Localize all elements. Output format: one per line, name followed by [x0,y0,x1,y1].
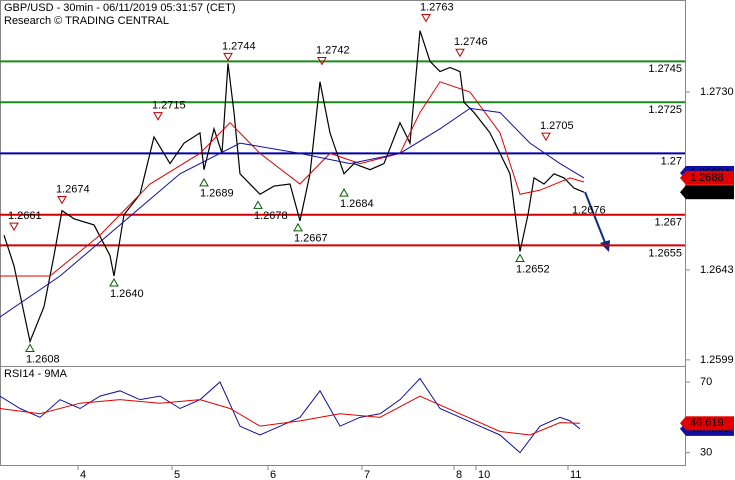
rsi-tick-label: 70 [700,376,712,388]
high-label: 1.2746 [454,36,488,48]
high-marker [153,112,163,121]
high-marker [421,14,431,23]
x-tick-label: 6 [270,469,276,480]
rsi-tick-label: 30 [700,447,712,459]
price-tag-arrow [680,185,686,200]
low-marker [253,200,263,209]
high-label: 1.2661 [8,210,42,222]
low-label: 1.2652 [516,263,550,275]
rsi-label: RSI14 - 9MA [4,368,68,380]
low-marker [25,343,35,352]
price-tag-arrow [680,416,686,431]
price-tag [686,185,734,200]
x-tick-label: 11 [570,469,581,480]
price-tag-label: 1.2681 [690,186,724,198]
low-label: 1.2640 [110,288,144,300]
low-label: 1.2608 [26,353,60,365]
high-label: 1.2715 [152,100,186,112]
price-tag [686,170,734,185]
price-tag-label: 46.619 [690,417,724,429]
high-label: 1.2705 [540,120,574,132]
level-label: 1.2745 [648,63,682,75]
forecast-arrow [584,191,607,246]
y-tick-label: 1.2730 [700,86,734,98]
x-tick-label: 10 [478,469,490,480]
moving-average [0,107,585,318]
high-marker [541,132,551,142]
high-marker [317,56,327,66]
plot-frame [0,0,686,466]
x-tick-label: 8 [456,469,462,480]
low-marker [109,278,119,287]
price-tag-label: 1.2688 [690,172,724,184]
low-marker [339,188,349,197]
low-marker [199,177,209,187]
price-tag-arrow [680,170,686,185]
high-label: 1.2742 [316,44,350,56]
target-label: 1.2676 [572,204,606,216]
level-label: 1.2655 [648,247,682,259]
level-label: 1.27 [661,155,682,167]
rsi-line [0,377,581,454]
x-tick-label: 4 [80,469,86,480]
rsi-line [0,395,581,436]
chart-subtitle: Research © TRADING CENTRAL [4,15,169,27]
low-marker [515,253,525,262]
x-tick-label: 5 [174,469,180,480]
moving-average [0,81,585,277]
high-label: 1.2763 [420,1,454,13]
price-tag [686,416,734,431]
low-label: 1.2689 [200,188,234,200]
chart-title: GBP/USD - 30min - 06/11/2019 05:31:57 (C… [4,2,236,14]
high-marker [223,52,233,62]
price-line [3,30,585,344]
low-marker [293,222,303,232]
high-label: 1.2674 [56,183,90,195]
high-marker [455,48,465,58]
low-label: 1.2684 [340,198,374,210]
level-label: 1.267 [654,217,682,229]
low-label: 1.2667 [294,233,328,245]
high-marker [9,222,19,232]
low-label: 1.2678 [254,210,288,222]
high-marker [57,196,67,205]
y-tick-label: 1.2599 [700,354,734,366]
x-tick-label: 7 [364,469,370,480]
high-label: 1.2744 [222,40,256,52]
y-tick-label: 1.2643 [700,264,734,276]
level-label: 1.2725 [648,104,682,116]
